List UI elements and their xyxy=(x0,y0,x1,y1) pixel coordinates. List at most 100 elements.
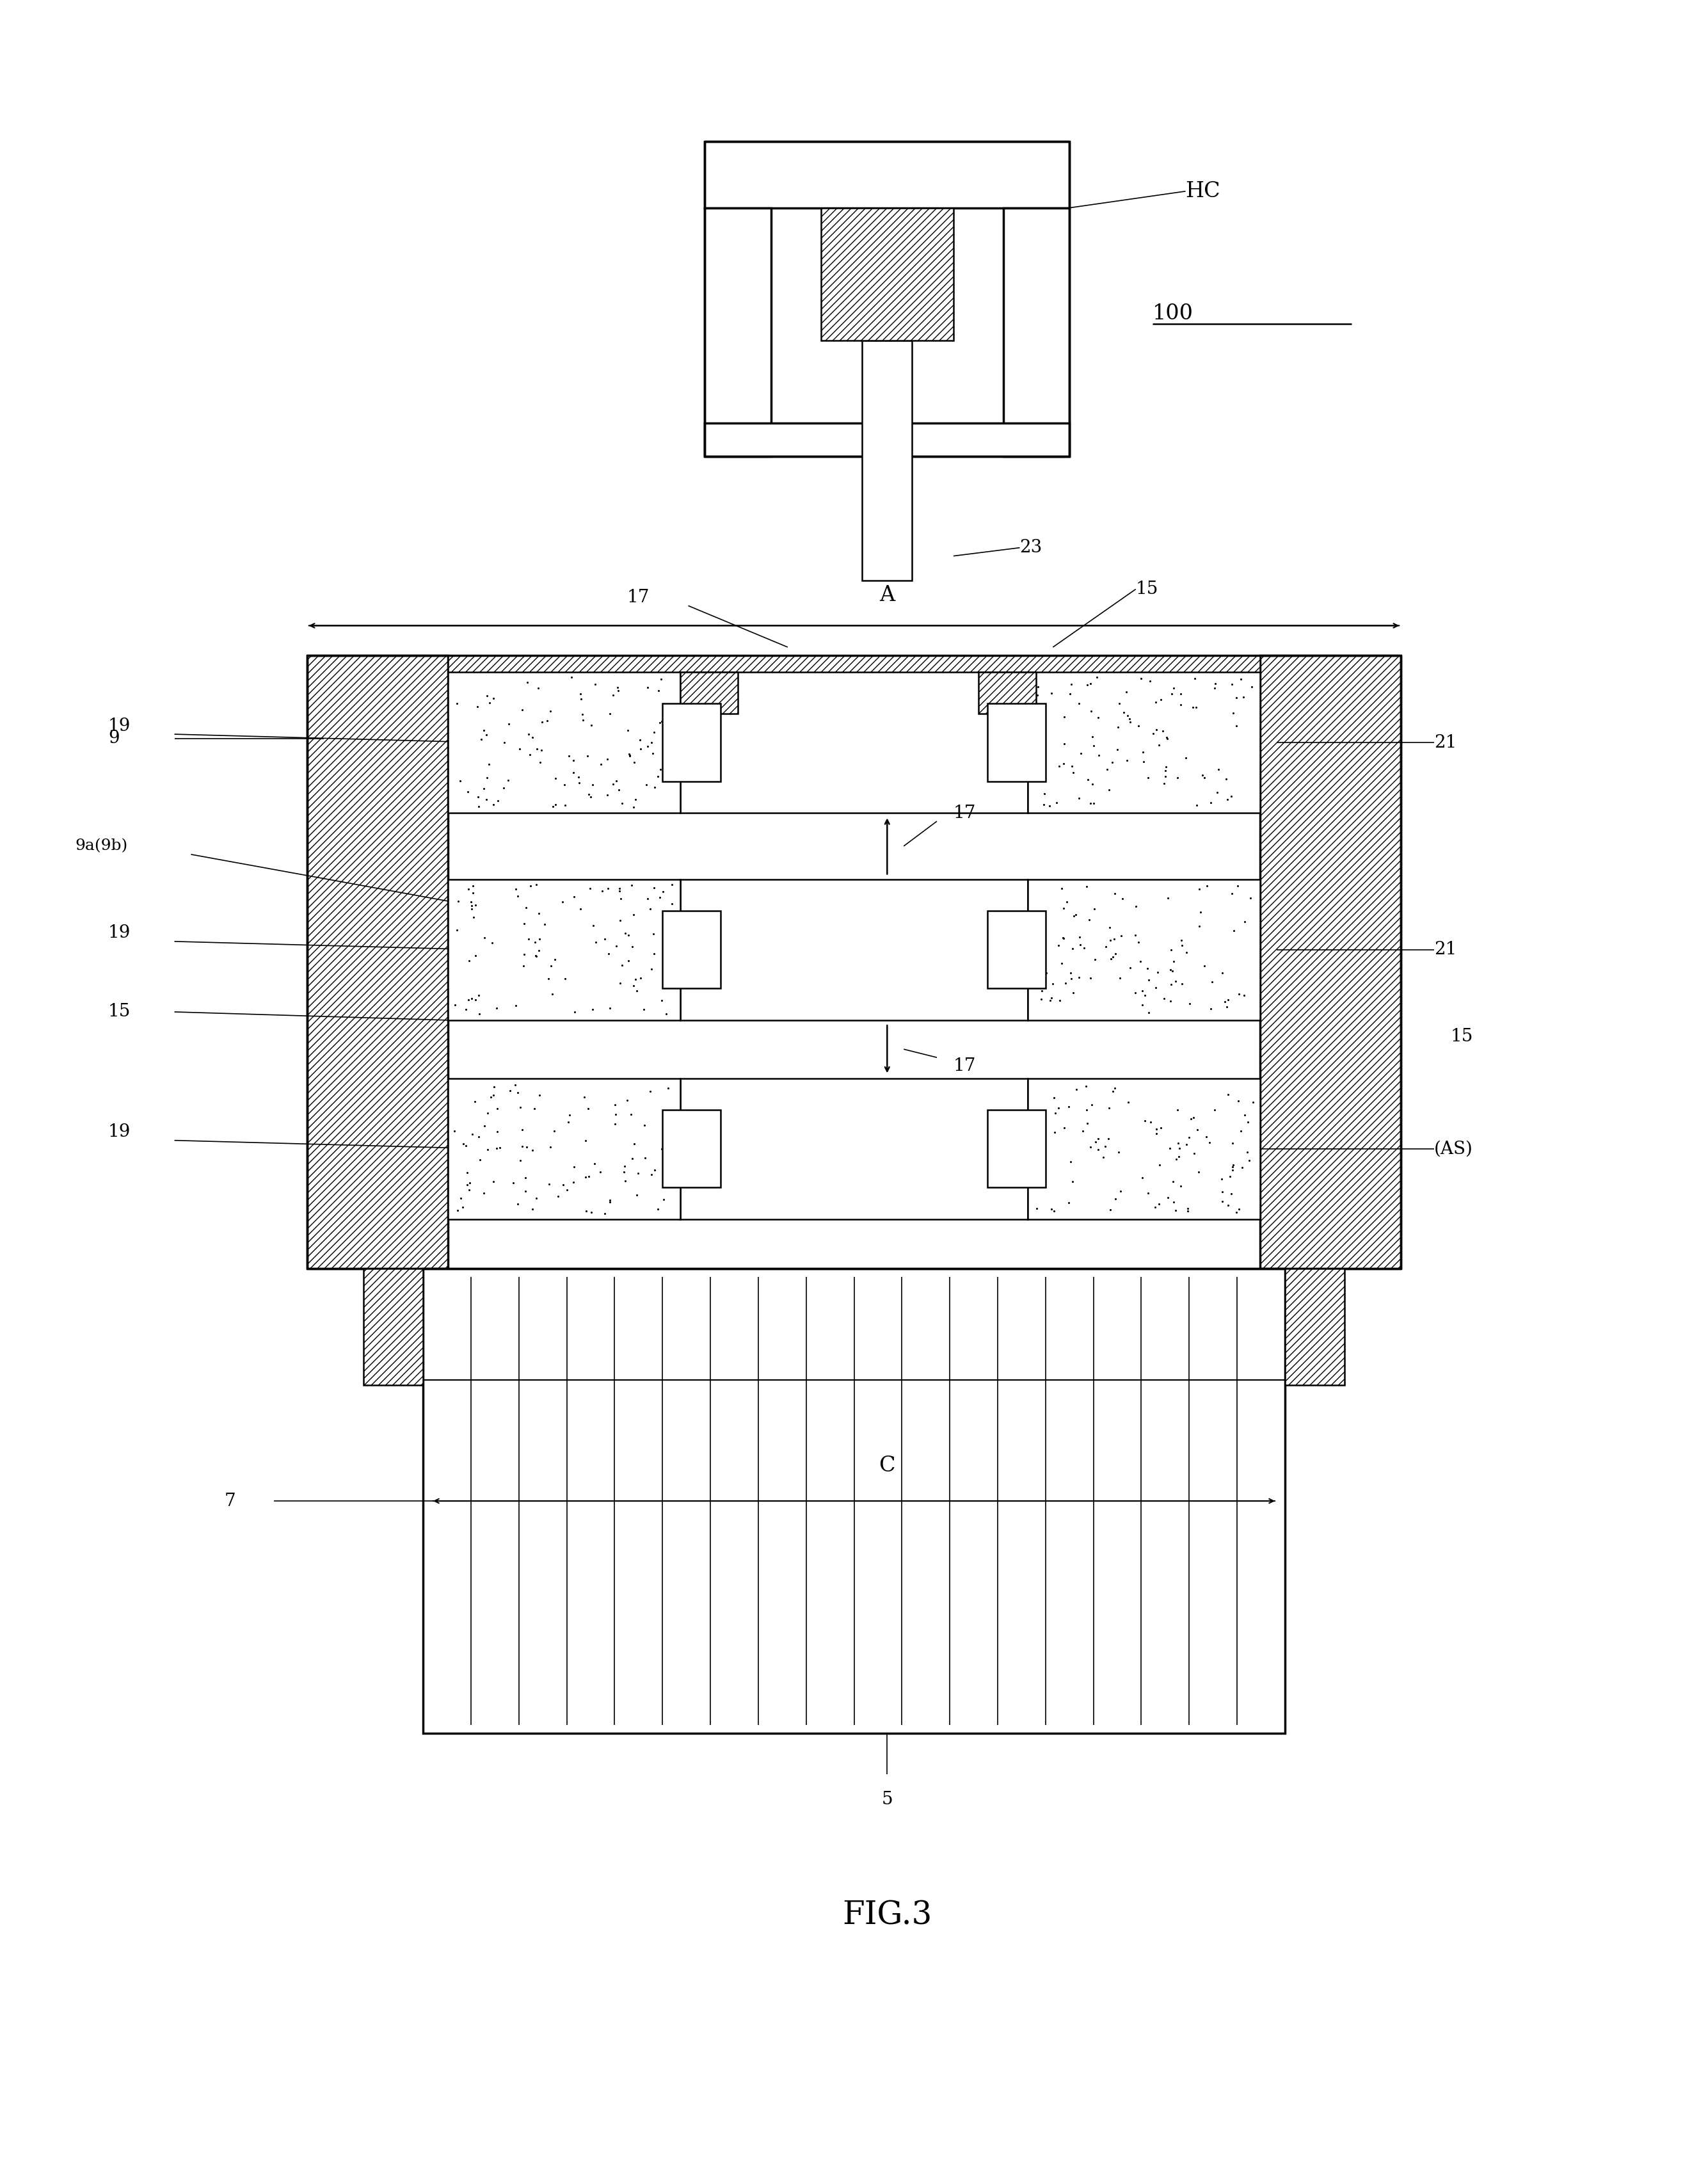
Point xyxy=(634,767,661,802)
Bar xyxy=(663,910,721,989)
Point xyxy=(531,906,559,941)
Point xyxy=(562,995,589,1030)
Point xyxy=(647,704,675,739)
Point xyxy=(596,1184,623,1219)
Bar xyxy=(364,1269,424,1384)
Point xyxy=(516,717,543,752)
Point xyxy=(658,867,685,902)
Text: 17: 17 xyxy=(953,804,977,821)
Bar xyxy=(1261,656,1401,1269)
Point xyxy=(480,1165,507,1199)
Point xyxy=(509,693,536,728)
Point xyxy=(477,1080,504,1115)
Point xyxy=(1049,919,1076,954)
Point xyxy=(1076,787,1103,821)
Point xyxy=(618,1141,646,1176)
Point xyxy=(1083,661,1110,695)
Point xyxy=(526,895,553,930)
Point xyxy=(588,748,615,782)
Point xyxy=(630,1108,658,1143)
Point xyxy=(478,926,506,960)
Point xyxy=(565,765,593,800)
Point xyxy=(512,891,540,926)
Point xyxy=(442,989,470,1023)
Point xyxy=(1095,1091,1122,1126)
Point xyxy=(1122,917,1149,952)
Point xyxy=(603,928,630,963)
Point xyxy=(1076,960,1103,995)
Point xyxy=(1129,974,1156,1008)
Point xyxy=(1238,669,1266,704)
Point xyxy=(1173,1191,1201,1226)
Point xyxy=(559,661,586,695)
Point xyxy=(1059,976,1086,1010)
Point xyxy=(1045,1091,1073,1126)
Point xyxy=(1073,869,1100,904)
Point xyxy=(1049,945,1076,980)
Text: 21: 21 xyxy=(1435,734,1457,752)
Point xyxy=(470,1108,497,1143)
Point xyxy=(1028,928,1056,963)
Bar xyxy=(680,1078,1028,1219)
Point xyxy=(569,698,596,732)
Point xyxy=(1165,761,1192,795)
Point xyxy=(606,902,634,937)
Point xyxy=(617,1097,644,1132)
Point xyxy=(1143,969,1170,1004)
Point xyxy=(1213,989,1240,1023)
Point xyxy=(637,726,664,761)
Point xyxy=(1057,667,1085,702)
Point xyxy=(1228,1113,1255,1147)
Point xyxy=(627,732,654,767)
Point xyxy=(514,921,541,956)
Point xyxy=(1144,728,1172,763)
Point xyxy=(1093,930,1120,965)
Point xyxy=(1134,761,1161,795)
Point xyxy=(574,1091,601,1126)
Text: 100: 100 xyxy=(1153,304,1194,324)
Point xyxy=(596,695,623,730)
Point xyxy=(1134,963,1161,997)
Point xyxy=(538,976,565,1010)
Point xyxy=(473,678,500,713)
Point xyxy=(1235,1104,1262,1139)
Point xyxy=(1220,695,1247,730)
Point xyxy=(596,991,623,1026)
Point xyxy=(1074,763,1102,797)
Bar xyxy=(663,704,721,782)
Point xyxy=(1085,1132,1112,1167)
Point xyxy=(1027,734,1054,769)
Point xyxy=(1069,1113,1097,1147)
Point xyxy=(1129,734,1156,769)
Point xyxy=(521,1091,548,1126)
Point xyxy=(1030,776,1057,811)
Point xyxy=(461,1084,488,1119)
Point xyxy=(1074,667,1102,702)
Point xyxy=(647,752,675,787)
Point xyxy=(1054,884,1081,919)
Point xyxy=(1057,960,1085,995)
Point xyxy=(1057,1145,1085,1180)
Point xyxy=(627,724,654,758)
Point xyxy=(465,689,492,724)
Point xyxy=(541,787,569,821)
Point xyxy=(458,891,485,926)
Point xyxy=(1114,743,1141,778)
Point xyxy=(454,774,482,808)
Point xyxy=(644,1193,671,1228)
Point xyxy=(654,1167,681,1202)
Text: 9: 9 xyxy=(108,730,120,748)
Point xyxy=(1076,1130,1103,1165)
Point xyxy=(1081,943,1108,978)
Point xyxy=(444,687,471,721)
Point xyxy=(611,1165,639,1199)
Point xyxy=(1151,754,1179,789)
Point xyxy=(1102,1071,1129,1106)
Point xyxy=(447,763,475,797)
Point xyxy=(1040,1193,1068,1228)
Point xyxy=(1021,700,1049,734)
Point xyxy=(1030,787,1057,821)
Bar xyxy=(447,671,680,813)
Point xyxy=(565,758,593,793)
Point xyxy=(560,880,588,915)
